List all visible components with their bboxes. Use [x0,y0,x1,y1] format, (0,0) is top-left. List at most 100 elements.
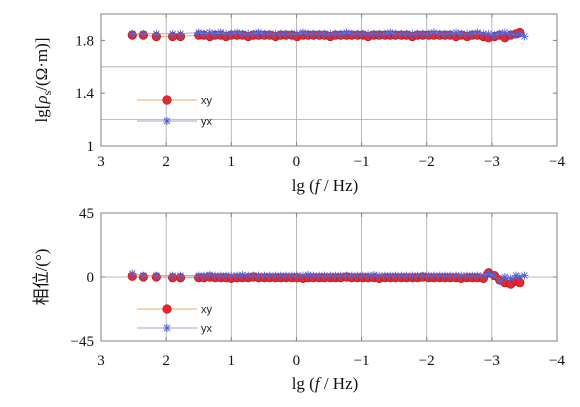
yx-point [457,271,466,280]
yx-point [457,29,466,38]
yx-point [331,271,340,280]
yx-point [222,271,231,280]
yx-point [429,28,438,37]
y-tick-label: 1.4 [75,86,94,102]
x-tick-label: −3 [484,353,500,369]
yx-point [463,271,472,280]
yx-point [402,29,411,38]
yx-point [506,29,515,38]
yx-point [282,29,291,38]
yx-point [429,271,438,280]
yx-point [216,28,225,37]
yx-point [244,29,253,38]
legend-entry-xy: xy [137,304,213,316]
x-tick-label: −4 [549,154,565,170]
x-axis-label: lg (f / Hz) [292,176,359,195]
y-tick-label: 0 [87,270,95,286]
legend-marker [163,324,171,332]
yx-point [139,29,148,38]
x-axis-label: lg (f / Hz) [292,374,359,393]
yx-point [254,271,263,280]
yx-point [386,28,395,37]
yx-point [152,271,161,280]
yx-point [413,271,422,280]
yx-point [397,271,406,280]
yx-point [287,271,296,280]
yx-point [304,270,313,279]
yx-point [168,271,177,280]
yx-point [358,29,367,38]
yx-point [211,271,219,280]
yx-point [435,29,444,38]
axis-label-suffix: /(Ω·m)] [32,38,51,91]
yx-point [413,29,422,38]
yx-point [265,29,274,38]
yx-point [353,271,362,280]
yx-point [473,271,482,280]
yx-point [446,29,455,38]
yx-point [194,28,203,37]
yx-point [452,271,461,280]
yx-point [347,29,356,38]
yx-point [418,29,427,38]
yx-point [326,29,335,38]
yx-point [468,271,477,280]
x-tick-label: 1 [228,154,236,170]
x-tick-label: −3 [484,154,500,170]
y-tick-label: −45 [71,334,94,350]
yx-point [320,271,329,280]
yx-point [233,28,242,37]
axis-label-prefix: lg ( [292,176,315,195]
axes-frame [100,13,558,147]
series-yx [128,269,529,286]
yx-point [199,29,208,38]
yx-point [260,271,269,280]
yx-point [254,28,263,37]
yx-point [364,29,373,38]
yx-point [336,29,345,38]
legend-label: xy [201,95,213,107]
yx-point [495,29,504,38]
y-tick-label: 1 [87,139,95,155]
yx-point [194,271,203,280]
yx-point [468,29,477,38]
yx-point [424,29,433,38]
yx-point [386,271,395,280]
yx-point [199,271,208,280]
yx-point [364,271,373,280]
phase-panel: 3 2 1 0 −1 −2 −3 −4 −45 0 45 lg (f / Hz) 相位/(°) xy yx [32,206,565,393]
axis-label-prefix: 相位/(°) [32,249,51,306]
axis-label-subscript: s [40,90,54,95]
x-tick-label: 3 [97,154,105,170]
yx-point [128,29,137,38]
legend-entry-xy: xy [137,95,213,107]
x-tick-label: −1 [354,154,370,170]
yx-point [446,271,455,280]
yx-point [500,28,509,37]
axis-label-symbol: f [315,176,322,195]
yx-point [375,271,384,280]
legend-marker [162,304,172,314]
yx-point [484,29,493,38]
yx-point [515,29,524,38]
yx-point [293,29,302,38]
yx-point [484,270,493,279]
yx-point [244,271,253,280]
legend-label: yx [201,116,213,128]
yx-point [440,29,449,38]
yx-point [176,29,185,38]
x-tick-label: 3 [97,353,105,369]
yx-point [205,28,214,37]
x-tick-label: −4 [549,353,565,369]
yx-point [375,29,384,38]
yx-point [304,29,313,38]
legend-entry-yx: yx [137,116,213,128]
yx-point [276,271,285,280]
yx-point [408,271,417,280]
axis-label-suffix: / Hz) [320,176,359,195]
yx-point [479,29,488,38]
y-axis-label: lg[ρs/(Ω·m)] [32,38,54,123]
yx-point [418,271,427,280]
yx-point [276,29,285,38]
